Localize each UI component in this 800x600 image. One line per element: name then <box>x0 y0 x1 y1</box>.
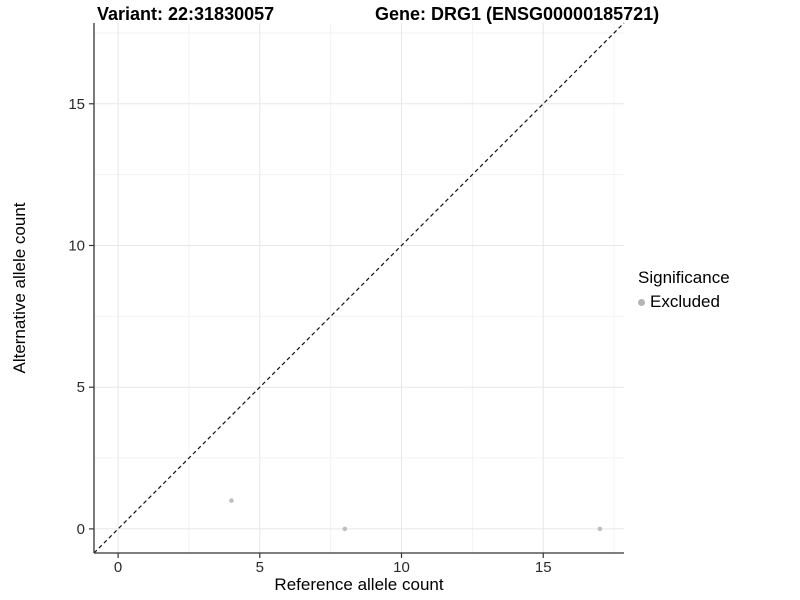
excluded-point-icon <box>638 298 645 306</box>
identity-dashed-line <box>93 22 625 554</box>
x-tick-label: 0 <box>114 559 122 576</box>
x-axis-title: Reference allele count <box>274 575 444 594</box>
y-tick-label: 5 <box>77 379 85 396</box>
data-point <box>229 498 234 503</box>
y-tick-label: 10 <box>68 237 85 254</box>
legend: Significance Excluded <box>638 268 730 312</box>
data-point <box>597 526 603 532</box>
gene-title: Gene: DRG1 (ENSG00000185721) <box>375 4 660 24</box>
legend-item-label: Excluded <box>650 292 720 311</box>
y-tick-label: 0 <box>77 521 85 538</box>
legend-item-excluded: Excluded <box>638 292 730 312</box>
x-tick-label: 10 <box>393 559 410 576</box>
x-tick-label: 15 <box>535 559 552 576</box>
data-point <box>342 526 348 532</box>
x-tick-label: 5 <box>256 559 264 576</box>
y-axis-title: Alternative allele count <box>10 202 29 374</box>
y-tick-label: 15 <box>68 96 85 113</box>
legend-title: Significance <box>638 268 730 287</box>
variant-title: Variant: 22:31830057 <box>97 4 275 24</box>
